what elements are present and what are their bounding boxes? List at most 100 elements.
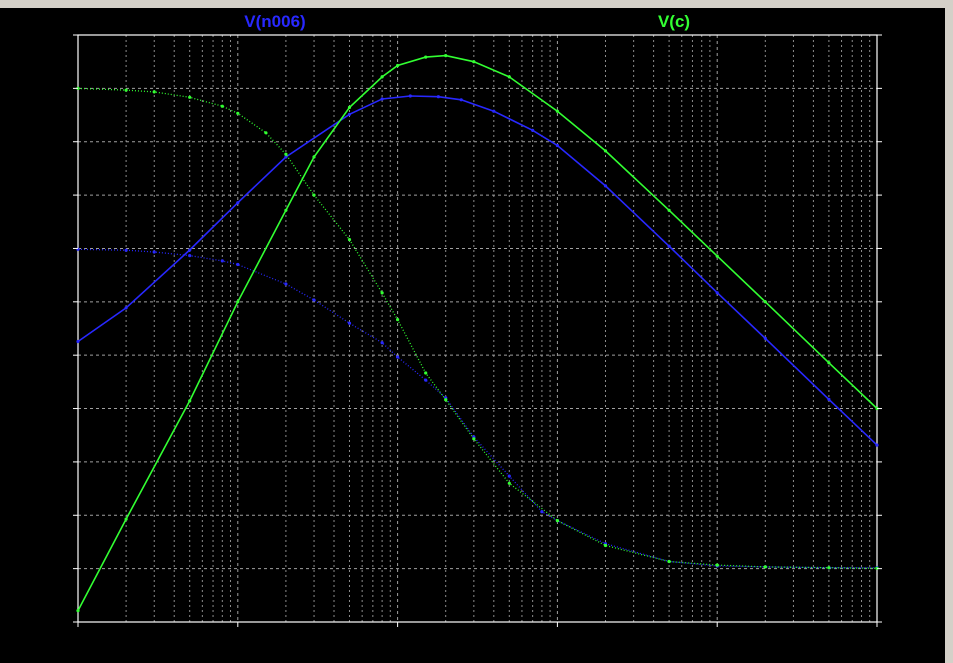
y-left-tick-label: 98dB (31, 188, 70, 205)
y-right-tick-label: -60° (885, 508, 915, 525)
trace-point (667, 208, 671, 212)
trace-point (603, 543, 608, 548)
trace-point (152, 90, 156, 94)
traces (76, 54, 879, 613)
y-left-tick-label: 105dB (22, 135, 70, 152)
trace-point (555, 109, 560, 113)
trace-point (188, 399, 192, 403)
y-left-tick-label: 119dB (23, 28, 70, 45)
trace-point (763, 300, 767, 304)
trace-point (715, 254, 719, 258)
y-left-tick-label: 112dB (23, 81, 70, 98)
y-right-tick-label: 150° (885, 135, 918, 152)
trace-point (347, 105, 352, 109)
trace-point (152, 250, 156, 254)
trace-point (603, 184, 608, 188)
trace-point (424, 55, 428, 59)
trace-point (284, 152, 288, 156)
trace-point (424, 378, 428, 382)
window-right-strip (945, 0, 953, 663)
y-left-tick-label: 70dB (31, 402, 70, 419)
trace-point (188, 248, 192, 252)
trace-point (380, 75, 384, 79)
trace-point (444, 54, 448, 58)
x-tick-label: 10mHz (52, 640, 104, 657)
trace-point (459, 98, 463, 102)
trace-labels[interactable]: V(n006) V(c) (244, 12, 690, 31)
y-right-tick-label: 180° (885, 81, 918, 98)
trace-point (555, 143, 560, 148)
window-top-strip (0, 0, 953, 8)
trace-point (236, 262, 240, 267)
x-tick-label: 100Hz (694, 640, 740, 657)
trace-point (380, 341, 384, 345)
y-left-tick-label: 91dB (31, 241, 70, 258)
y-left-tick-label: 77dB (31, 348, 70, 365)
x-tick-label: 1Hz (383, 640, 411, 657)
trace-point (507, 474, 511, 478)
trace-point (540, 510, 544, 514)
trace-point (507, 481, 511, 485)
trace-point (396, 318, 400, 322)
y-left-tick-label: 49dB (31, 562, 70, 579)
x-tick-label: 100mHz (208, 640, 268, 657)
x-axis-ticks[interactable]: 10mHz 100mHz 1Hz 10Hz 100Hz 1KHz (52, 622, 899, 657)
y-right-tick-label: -90° (885, 562, 915, 579)
trace-label-v-c-: V(c) (658, 12, 690, 31)
y-right-tick-label: -120° (885, 615, 923, 632)
trace-point (264, 131, 268, 135)
trace-point (220, 259, 224, 263)
y-left-tick-label: 84dB (31, 295, 70, 312)
y-right-tick-label: 210° (885, 28, 918, 45)
trace-point (507, 75, 511, 79)
trace-point (667, 559, 671, 564)
x-tick-label: 1KHz (859, 640, 899, 657)
trace-point (763, 336, 767, 340)
y-left-tick-label: 56dB (31, 508, 70, 525)
trace-point (236, 201, 240, 205)
trace-point (875, 443, 879, 447)
trace-point (827, 397, 831, 401)
trace-point (124, 306, 128, 310)
trace-point (236, 300, 240, 304)
y-right-tick-label: 30° (885, 348, 909, 365)
trace-magnitude-line-2 (77, 54, 878, 611)
y-right-tick-label: 0° (885, 402, 900, 419)
y-right-tick-label: 90° (885, 241, 909, 258)
trace-point (436, 95, 440, 99)
trace-point (380, 291, 384, 295)
trace-point (76, 339, 80, 344)
y-right-tick-label: -30° (885, 455, 915, 472)
trace-point (220, 104, 224, 108)
trace-point (531, 128, 535, 132)
trace-point (124, 88, 128, 92)
trace-point (472, 60, 476, 64)
trace-point (124, 248, 128, 252)
trace-label-v-n006-: V(n006) (244, 12, 305, 31)
left-axis-ticks[interactable]: 119dB 112dB 105dB 98dB 91dB 84dB 77dB 70dB 63dB 5… (22, 28, 78, 632)
trace-point (347, 238, 352, 242)
trace-point (827, 361, 831, 365)
trace-point (347, 112, 352, 116)
plot-frame (77, 34, 878, 623)
trace-point (236, 111, 240, 115)
trace-point (555, 519, 560, 523)
trace-point (76, 609, 80, 613)
trace-point (347, 321, 352, 325)
trace-point (188, 254, 192, 258)
trace-point (715, 291, 719, 295)
trace-point (827, 566, 831, 570)
trace-point (124, 517, 128, 521)
trace-point (667, 244, 671, 248)
y-right-tick-label: 120° (885, 188, 918, 205)
trace-point (380, 97, 384, 101)
trace-point (312, 193, 316, 197)
y-left-tick-label: 42dB (31, 615, 70, 632)
right-axis-ticks[interactable]: 210° 180° 150° 120° 90° 60° 30° 0° -30° -60° -90° -… (877, 28, 923, 632)
x-tick-label: 10Hz (539, 640, 576, 657)
trace-point (472, 437, 476, 441)
trace-point (284, 282, 288, 286)
